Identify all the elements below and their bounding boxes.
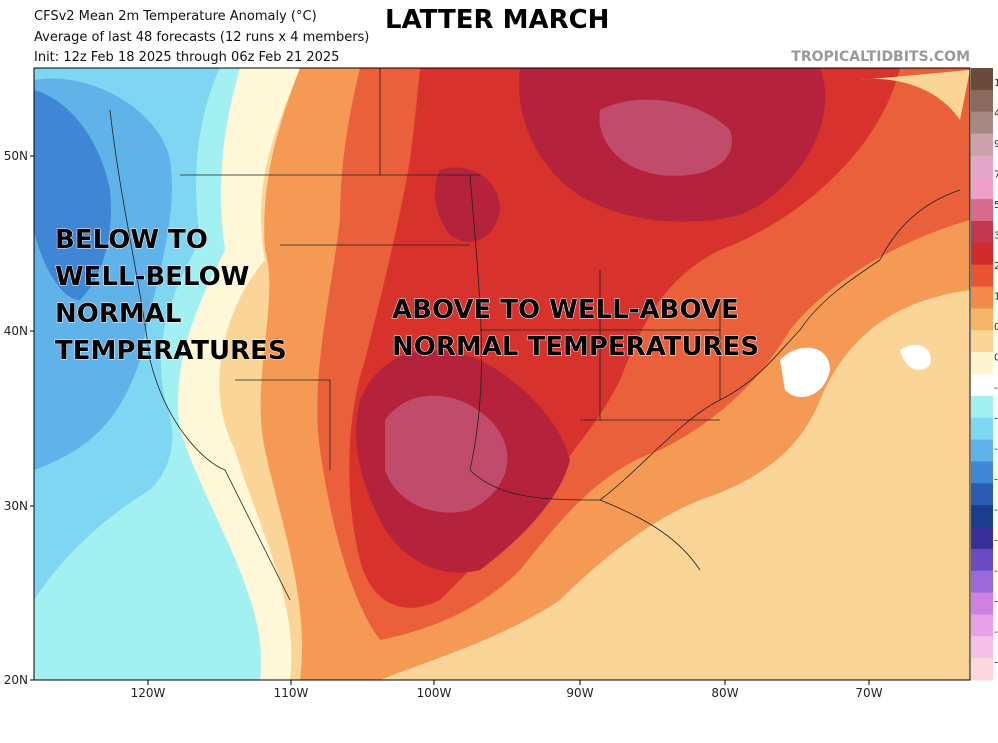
lat-label: 30N [4, 499, 28, 513]
colorbar-label: - [994, 475, 998, 486]
colorbar-label: 9 [994, 139, 998, 150]
colorbar-label: 0 [994, 322, 998, 333]
colorbar-label: - [994, 505, 998, 516]
colorbar-label: - [994, 597, 998, 608]
colorbar-label: - [994, 658, 998, 669]
title: CFSv2 Mean 2m Temperature Anomaly (°C) [34, 9, 317, 24]
lon-label: 120W [131, 686, 166, 700]
lon-label: 80W [711, 686, 738, 700]
annotation: ABOVE TO WELL-ABOVE NORMAL TEMPERATURES [392, 295, 759, 362]
lon-label: 90W [566, 686, 593, 700]
colorbar-label: 1 [994, 78, 998, 89]
colorbar-swatch [971, 199, 993, 222]
colorbar-swatch [971, 505, 993, 528]
map-frame [33, 67, 971, 681]
colorbar-swatch [971, 527, 993, 550]
colorbar-swatch [971, 68, 993, 91]
colorbar-swatch [971, 636, 993, 659]
lon-label: 100W [417, 686, 452, 700]
colorbar-label: 0 [994, 353, 998, 364]
colorbar-swatch [971, 286, 993, 309]
colorbar-swatch [971, 330, 993, 353]
subtitle: Average of last 48 forecasts (12 runs x … [34, 30, 369, 45]
annotation: BELOW TO WELL-BELOW NORMAL TEMPERATURES [55, 225, 287, 366]
colorbar-swatch [971, 242, 993, 266]
colorbar-swatch [971, 461, 993, 484]
colorbar-swatch [971, 374, 993, 397]
colorbar-label: - [994, 536, 998, 547]
watermark: TROPICALTIDBITS.COM [791, 49, 970, 65]
colorbar-label: - [994, 383, 998, 394]
colorbar-label: - [994, 627, 998, 638]
lat-label: 20N [4, 673, 28, 687]
colorbar-swatch [971, 570, 993, 594]
colorbar-swatch [971, 155, 993, 178]
colorbar-label: 3 [994, 231, 998, 242]
colorbar-label: 4 [994, 109, 998, 120]
colorbar-swatch [971, 439, 993, 462]
lon-label: 70W [855, 686, 882, 700]
init-line: Init: 12z Feb 18 2025 through 06z Feb 21… [34, 50, 339, 65]
colorbar-swatch [971, 111, 993, 135]
colorbar-swatch [971, 395, 993, 419]
colorbar-label: - [994, 444, 998, 455]
colorbar-label: 5 [994, 200, 998, 211]
colorbar-label: - [994, 566, 998, 577]
colorbar-swatch [971, 177, 993, 200]
colorbar-swatch [971, 352, 993, 375]
colorbar-swatch [971, 483, 993, 506]
colorbar-label: 2 [994, 261, 998, 272]
lat-label: 50N [4, 149, 28, 163]
headline: LATTER MARCH [385, 5, 609, 35]
lat-label: 40N [4, 324, 28, 338]
colorbar-label: - [994, 414, 998, 425]
colorbar-swatch [971, 308, 993, 331]
lon-label: 110W [274, 686, 309, 700]
colorbar-swatch [971, 614, 993, 637]
colorbar-swatch [971, 133, 993, 156]
colorbar-label: 1 [994, 292, 998, 303]
colorbar-swatch [971, 221, 993, 244]
colorbar-swatch [971, 592, 993, 615]
colorbar-swatch [971, 417, 993, 441]
anomaly-map [34, 68, 970, 680]
colorbar-swatch [971, 89, 993, 113]
colorbar-swatch [971, 658, 993, 681]
colorbar-label: 7 [994, 170, 998, 181]
colorbar-swatch [971, 264, 993, 288]
colorbar: 1 4 9 7 5 3 2 1 0 0 - - - - - - - - - - [971, 68, 998, 681]
colorbar-swatch [971, 548, 993, 572]
